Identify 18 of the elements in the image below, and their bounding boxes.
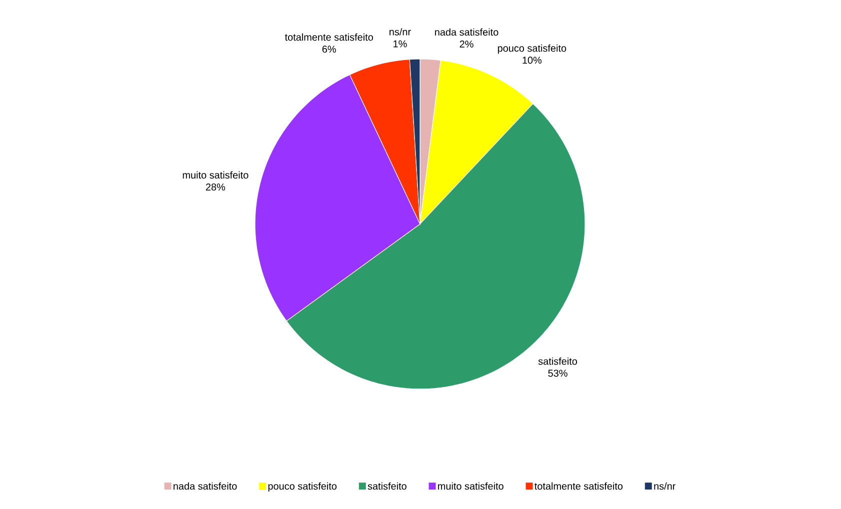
data-label: 2%	[460, 40, 474, 48]
data-label: 53%	[548, 370, 568, 377]
data-label: 28%	[206, 184, 226, 191]
legend-label: ns/nr	[654, 482, 676, 490]
data-label: 6%	[322, 46, 336, 53]
legend-label: satisfeito	[368, 482, 406, 490]
slice-label: pouco satisfeito	[498, 44, 566, 54]
slice-label: ns/nr	[390, 28, 411, 36]
slice-label: muito satisfeito	[182, 171, 248, 179]
legend-label: totalmente satisfeito	[534, 482, 623, 490]
legend-label: muito satisfeito	[438, 482, 504, 490]
slice-label: totalmente satisfeito	[284, 33, 373, 41]
legend-label: pouco satisfeito	[268, 482, 337, 492]
legend-label: nada satisfeito	[174, 482, 237, 490]
data-label: 1%	[394, 40, 407, 48]
slice-label: satisfeito	[538, 357, 578, 365]
data-label: 10%	[522, 56, 542, 64]
slice-label: nada satisfeito	[435, 28, 498, 36]
